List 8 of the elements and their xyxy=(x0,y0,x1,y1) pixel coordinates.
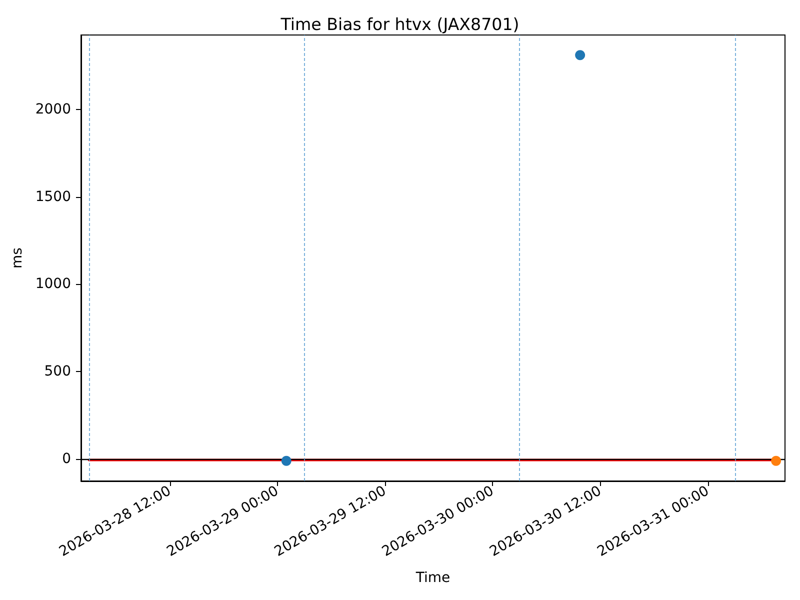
y-tick-label: 1000 xyxy=(35,276,71,292)
x-axis-title: Time xyxy=(414,570,450,586)
y-tick-label: 2000 xyxy=(35,101,71,118)
chart-title: Time Bias for htvx (JAX8701) xyxy=(280,15,520,34)
y-tick-label: 0 xyxy=(62,451,71,468)
y-tick-label: 500 xyxy=(44,364,71,380)
y-axis-title: ms xyxy=(9,248,26,268)
y-tick-label: 1500 xyxy=(35,188,71,205)
